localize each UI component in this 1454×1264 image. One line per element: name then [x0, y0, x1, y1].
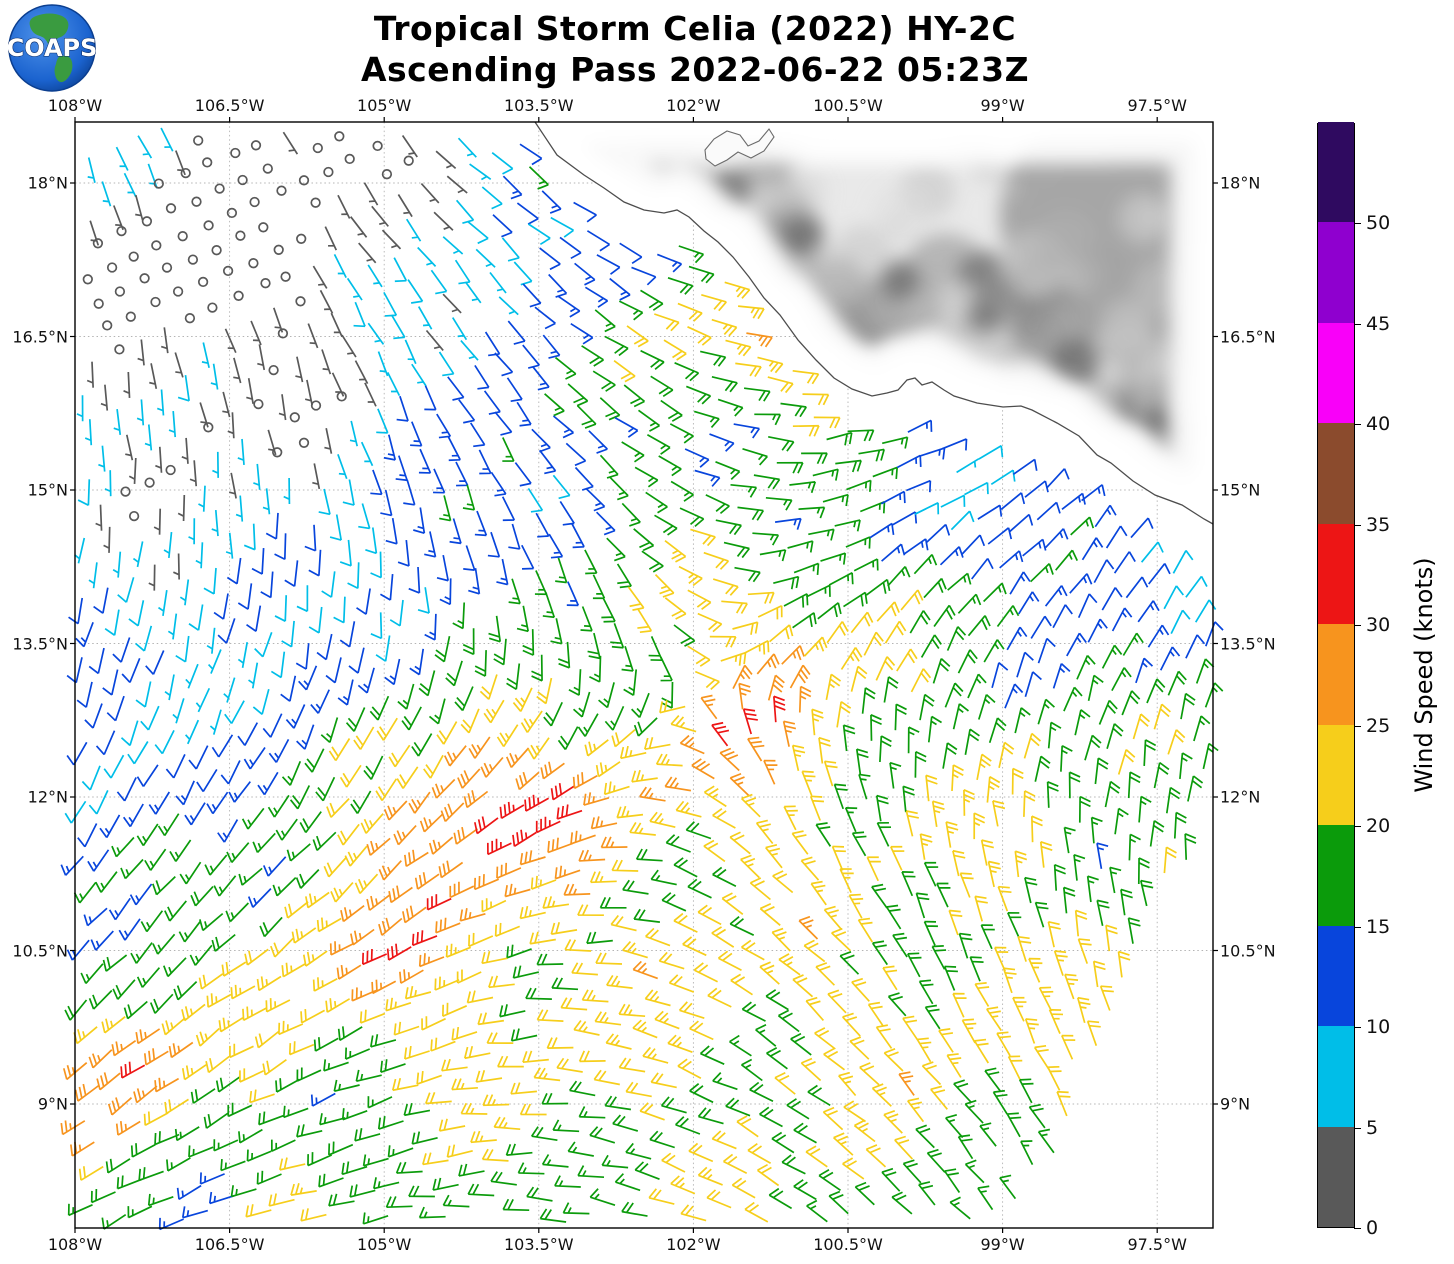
y-tick-label-left: 13.5°N — [12, 634, 68, 653]
x-tick-label-top: 103.5°W — [503, 96, 574, 115]
colorbar-segment — [1318, 423, 1354, 524]
wind-barbs-layer — [60, 127, 1224, 1231]
colorbar-segment — [1318, 1126, 1354, 1227]
x-tick-label-top: 106.5°W — [194, 96, 265, 115]
x-tick-label-bottom: 105°W — [357, 1235, 412, 1254]
x-tick-label-top: 105°W — [357, 96, 412, 115]
colorbar-segment — [1318, 825, 1354, 926]
y-tick-label-right: 13.5°N — [1220, 634, 1276, 653]
coastline — [534, 121, 1214, 525]
x-tick-label-bottom: 106.5°W — [194, 1235, 265, 1254]
y-tick-label-left: 10.5°N — [12, 941, 68, 960]
colorbar-tick-label: 45 — [1366, 312, 1391, 335]
colorbar-tick — [1354, 424, 1361, 426]
y-tick-label-right: 15°N — [1220, 480, 1261, 500]
colorbar-tick-label: 25 — [1366, 714, 1391, 737]
x-tick-label-bottom: 99°W — [980, 1235, 1025, 1254]
axis-tick-marks — [70, 117, 1218, 1233]
title-block: Tropical Storm Celia (2022) HY-2C Ascend… — [0, 8, 1390, 90]
plot-subtitle: Ascending Pass 2022-06-22 05:23Z — [360, 50, 1030, 89]
colorbar-segment — [1318, 1026, 1354, 1127]
x-tick-label-bottom: 103.5°W — [503, 1235, 574, 1254]
colorbar-tick — [1354, 223, 1361, 225]
plot-border — [74, 121, 1214, 1229]
colorbar-tick-label: 50 — [1366, 212, 1391, 235]
y-tick-label-right: 9°N — [1220, 1094, 1251, 1114]
y-tick-label-left: 12°N — [27, 787, 68, 807]
colorbar-tick-label: 15 — [1366, 915, 1391, 938]
colorbar-tick — [1354, 323, 1361, 325]
colorbar-segment — [1318, 222, 1354, 323]
colorbar-tick — [1354, 1027, 1361, 1029]
land-terrain — [535, 122, 1213, 524]
colorbar-tick — [1354, 625, 1361, 627]
colorbar-tick — [1354, 524, 1361, 526]
colorbar-segment — [1318, 724, 1354, 826]
colorbar-segment — [1318, 624, 1354, 725]
colorbar-tick — [1354, 926, 1361, 928]
colorbar-tick — [1354, 826, 1361, 828]
colorbar-axis-label: Wind Speed (knots) — [1410, 557, 1438, 793]
colorbar-tick-label: 40 — [1366, 413, 1391, 436]
colorbar-tick-label: 35 — [1366, 513, 1391, 536]
logo-continent-north-america — [29, 13, 69, 44]
x-tick-label-top: 102°W — [666, 96, 721, 115]
colorbar-tick — [1354, 1228, 1361, 1229]
logo-text: COAPS — [8, 34, 96, 62]
lagoon-outline — [704, 128, 775, 167]
colorbar-segment — [1318, 925, 1354, 1027]
colorbar-tick-label: 10 — [1366, 1016, 1391, 1039]
colorbar-segment — [1318, 322, 1354, 424]
colorbar-tick-label: 20 — [1366, 815, 1391, 838]
y-tick-label-right: 10.5°N — [1220, 941, 1276, 960]
x-tick-label-bottom: 108°W — [47, 1235, 103, 1254]
plot-title: Tropical Storm Celia (2022) HY-2C — [373, 9, 1017, 48]
colorbar — [1317, 122, 1355, 1228]
colorbar-tick — [1354, 1127, 1361, 1129]
y-tick-label-left: 15°N — [27, 480, 68, 500]
colorbar-tick-label: 30 — [1366, 614, 1391, 637]
y-tick-label-left: 18°N — [27, 173, 68, 193]
x-tick-label-top: 99°W — [980, 96, 1025, 115]
y-tick-label-right: 16.5°N — [1220, 327, 1276, 346]
x-tick-label-top: 100.5°W — [813, 96, 883, 115]
colorbar-segment — [1318, 122, 1354, 223]
colorbar-tick — [1354, 725, 1361, 727]
x-tick-label-top: 97.5°W — [1127, 96, 1187, 115]
colorbar-tick-label: 0 — [1366, 1217, 1379, 1239]
y-tick-label-right: 12°N — [1220, 787, 1261, 807]
logo-continent-south-america — [54, 55, 73, 83]
colorbar-segment — [1318, 523, 1354, 625]
x-tick-label-bottom: 100.5°W — [813, 1235, 883, 1254]
x-tick-label-top: 108°W — [47, 96, 103, 115]
y-tick-label-left: 9°N — [37, 1094, 68, 1114]
x-tick-label-bottom: 102°W — [666, 1235, 721, 1254]
y-tick-label-left: 16.5°N — [12, 327, 68, 346]
coaps-logo: COAPS — [8, 4, 96, 92]
y-tick-label-right: 18°N — [1220, 173, 1261, 193]
colorbar-tick-label: 5 — [1366, 1116, 1379, 1139]
x-tick-label-bottom: 97.5°W — [1127, 1235, 1187, 1254]
gridlines — [75, 122, 1213, 1228]
